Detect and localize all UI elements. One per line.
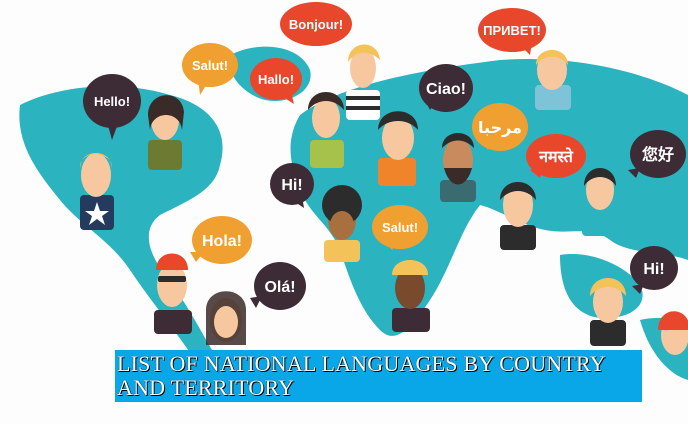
bubble-marhaba: مرحبا	[472, 103, 528, 151]
title-banner: List of national languages by country an…	[115, 350, 642, 402]
person-avatar	[346, 44, 380, 120]
bubble-salut-mid-text: Salut!	[382, 220, 418, 235]
speech-bubbles: Hello! Salut! Bonjour! Hallo! ПРИВЕТ!	[83, 2, 686, 310]
bubble-ciao: Ciao!	[419, 64, 473, 112]
bubble-hola: Hola!	[190, 216, 252, 264]
bubble-hi-left: Hi!	[270, 163, 314, 208]
bubble-hallo-text: Hallo!	[258, 72, 294, 87]
bubble-hallo: Hallo!	[250, 58, 302, 104]
bubble-namaste: नमस्ते	[526, 134, 586, 178]
bubble-salut-top: Salut!	[182, 43, 238, 95]
bubble-marhaba-text: مرحبا	[478, 120, 522, 137]
person-avatar	[658, 311, 688, 355]
bubble-bonjour: Bonjour!	[280, 2, 352, 46]
banner-title: List of national languages by country an…	[117, 351, 605, 400]
person-avatar	[535, 50, 571, 110]
bubble-ola: Olá!	[250, 262, 306, 310]
bubble-hello: Hello!	[83, 74, 141, 140]
bubble-ola-text: Olá!	[264, 279, 295, 296]
bubble-hi-right-text: Hi!	[643, 261, 664, 278]
bubble-hola-text: Hola!	[202, 233, 242, 250]
person-avatar	[308, 92, 344, 168]
bubble-nihao: 您好	[628, 130, 686, 178]
bubble-salut-top-text: Salut!	[192, 58, 228, 73]
bubble-hi-left-text: Hi!	[281, 177, 302, 194]
person-avatar	[206, 291, 246, 345]
bubble-bonjour-text: Bonjour!	[289, 17, 343, 32]
bubble-privet: ПРИВЕТ!	[478, 8, 546, 55]
bubble-privet-text: ПРИВЕТ!	[483, 23, 541, 38]
bubble-hello-text: Hello!	[94, 94, 130, 109]
person-avatar	[582, 168, 618, 236]
person-avatar	[322, 185, 362, 262]
person-avatar	[440, 133, 476, 202]
person-avatar	[154, 253, 192, 334]
person-avatar	[378, 111, 418, 186]
person-avatar	[80, 153, 114, 230]
bubble-namaste-text: नमस्ते	[538, 147, 574, 166]
person-avatar	[500, 182, 536, 250]
person-avatar	[392, 260, 430, 332]
people	[80, 44, 688, 355]
bubble-nihao-text: 您好	[642, 145, 674, 164]
person-avatar	[148, 95, 184, 170]
person-avatar	[590, 278, 626, 346]
bubble-salut-mid: Salut!	[372, 205, 428, 250]
bubble-ciao-text: Ciao!	[426, 81, 466, 98]
bubble-hi-right: Hi!	[630, 246, 678, 294]
